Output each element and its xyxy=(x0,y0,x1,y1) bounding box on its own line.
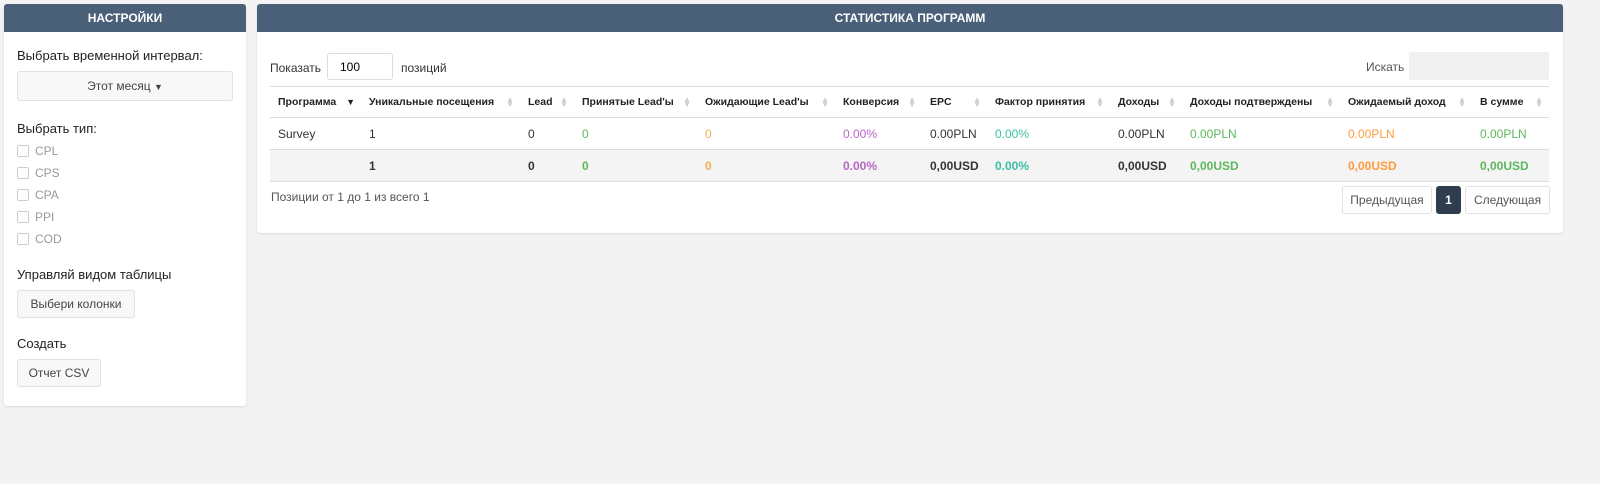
sort-icon: ▲ ▼ xyxy=(1096,95,1104,109)
table-cell: 0,00USD xyxy=(1472,149,1549,182)
interval-label: Выбрать временной интервал: xyxy=(17,48,203,63)
checkbox-cod[interactable]: COD xyxy=(17,232,62,246)
checkbox-label: CPS xyxy=(35,166,60,180)
interval-dropdown[interactable]: Этот месяц ▼ xyxy=(17,71,233,101)
table-cell: 0.00% xyxy=(987,117,1110,150)
stats-panel: СТАТИСТИКА ПРОГРАММ Показать позиций Иск… xyxy=(257,4,1563,233)
csv-report-button[interactable]: Отчет CSV xyxy=(17,359,101,387)
page-size-input[interactable] xyxy=(327,53,393,80)
column-header[interactable]: Доходы подтверждены ▲ ▼ xyxy=(1182,86,1340,118)
table-cell: 0,00USD xyxy=(1182,149,1340,182)
table-cell: 0.00PLN xyxy=(1472,117,1549,150)
choose-columns-button[interactable]: Выбери колонки xyxy=(17,290,135,318)
sort-icon: ▲ ▼ xyxy=(1535,95,1543,109)
sort-icon: ▲ ▼ xyxy=(821,95,829,109)
checkbox-label: CPA xyxy=(35,188,59,202)
positions-label: позиций xyxy=(401,61,447,75)
total-row: 1 0 0 0 0.00% 0,00USD 0.00% 0,00USD 0,00USD 0,00U… xyxy=(270,149,1549,182)
sort-icon: ▲ ▼ xyxy=(506,95,514,109)
table-cell: 0.00% xyxy=(987,149,1110,182)
table-cell: 0 xyxy=(520,117,574,150)
stats-table: Программа ▼ Уникальные посещения ▲ ▼ Lead ▲ ▼ Пр… xyxy=(270,86,1549,182)
column-label: Lead xyxy=(528,96,553,108)
column-label: Ожидающие Lead'ы xyxy=(705,96,809,108)
table-cell: 0.00PLN xyxy=(1182,117,1340,150)
search-input[interactable] xyxy=(1409,52,1549,80)
show-label: Показать xyxy=(270,61,322,75)
page-1-button[interactable]: 1 xyxy=(1436,186,1461,214)
sort-desc-icon: ▼ xyxy=(346,97,355,107)
checkbox-cps[interactable]: CPS xyxy=(17,166,60,180)
checkbox-ppi[interactable]: PPI xyxy=(17,210,54,224)
view-label: Управляй видом таблицы xyxy=(17,267,172,282)
table-cell: 1 xyxy=(361,149,520,182)
sort-icon: ▲ ▼ xyxy=(1458,95,1466,109)
search-label: Искать xyxy=(1366,60,1405,74)
table-cell: 0.00PLN xyxy=(922,117,987,150)
column-header[interactable]: Уникальные посещения ▲ ▼ xyxy=(361,86,520,118)
column-label: Принятые Lead'ы xyxy=(582,96,674,108)
sort-icon: ▲ ▼ xyxy=(1168,95,1176,109)
column-header[interactable]: Фактор принятия ▲ ▼ xyxy=(987,86,1110,118)
sort-icon: ▲ ▼ xyxy=(560,95,568,109)
column-header[interactable]: Lead ▲ ▼ xyxy=(520,86,574,118)
next-page-button[interactable]: Следующая xyxy=(1465,186,1550,214)
checkbox-cpl[interactable]: CPL xyxy=(17,144,58,158)
stats-header: СТАТИСТИКА ПРОГРАММ xyxy=(257,4,1563,32)
caret-down-icon: ▼ xyxy=(153,82,163,92)
create-label: Создать xyxy=(17,336,67,351)
table-cell: 0 xyxy=(697,117,835,150)
column-header[interactable]: Программа ▼ xyxy=(270,86,361,118)
settings-header: НАСТРОЙКИ xyxy=(4,4,246,32)
table-cell: 0.00PLN xyxy=(1340,117,1472,150)
interval-value: Этот месяц xyxy=(87,79,151,93)
column-label: В сумме xyxy=(1480,96,1524,108)
column-label: Ожидаемый доход xyxy=(1348,96,1446,108)
table-cell: 0 xyxy=(574,117,697,150)
column-header[interactable]: Ожидающие Lead'ы ▲ ▼ xyxy=(697,86,835,118)
table-cell: 0.00% xyxy=(835,149,922,182)
checkbox-cpa[interactable]: CPA xyxy=(17,188,59,202)
table-row: Survey 1 0 0 0 0.00% 0.00PLN 0.00% 0.00PLN 0.00PL… xyxy=(270,117,1549,150)
column-label: Программа xyxy=(278,96,337,108)
table-cell: 0 xyxy=(520,149,574,182)
table-cell: 0.00% xyxy=(835,117,922,150)
checkbox-label: PPI xyxy=(35,210,55,224)
column-header[interactable]: В сумме ▲ ▼ xyxy=(1472,86,1549,118)
table-cell: 0,00USD xyxy=(1110,149,1182,182)
checkbox-label: COD xyxy=(35,232,62,246)
table-cell: 0 xyxy=(697,149,835,182)
table-cell: 0,00USD xyxy=(1340,149,1472,182)
column-header[interactable]: EPC ▲ ▼ xyxy=(922,86,987,118)
column-label: EPC xyxy=(930,96,952,108)
type-label: Выбрать тип: xyxy=(17,121,97,136)
table-cell: 0,00USD xyxy=(922,149,987,182)
column-label: Фактор принятия xyxy=(995,96,1086,108)
table-cell: 0 xyxy=(574,149,697,182)
table-cell: Survey xyxy=(270,117,361,150)
table-cell xyxy=(270,149,361,182)
sort-icon: ▲ ▼ xyxy=(908,95,916,109)
settings-panel: НАСТРОЙКИ Выбрать временной интервал: Эт… xyxy=(4,4,246,406)
column-label: Уникальные посещения xyxy=(369,96,495,108)
column-header[interactable]: Ожидаемый доход ▲ ▼ xyxy=(1340,86,1472,118)
checkbox-label: CPL xyxy=(35,144,59,158)
sort-icon: ▲ ▼ xyxy=(1326,95,1334,109)
sort-icon: ▲ ▼ xyxy=(683,95,691,109)
column-header[interactable]: Конверсия ▲ ▼ xyxy=(835,86,922,118)
table-cell: 1 xyxy=(361,117,520,150)
column-label: Доходы xyxy=(1118,96,1160,108)
column-header[interactable]: Принятые Lead'ы ▲ ▼ xyxy=(574,86,697,118)
column-header[interactable]: Доходы ▲ ▼ xyxy=(1110,86,1182,118)
column-label: Доходы подтверждены xyxy=(1190,96,1313,108)
sort-icon: ▲ ▼ xyxy=(973,95,981,109)
column-label: Конверсия xyxy=(843,96,900,108)
table-info: Позиции от 1 до 1 из всего 1 xyxy=(271,190,430,204)
table-cell: 0.00PLN xyxy=(1110,117,1182,150)
prev-page-button[interactable]: Предыдущая xyxy=(1342,186,1432,214)
